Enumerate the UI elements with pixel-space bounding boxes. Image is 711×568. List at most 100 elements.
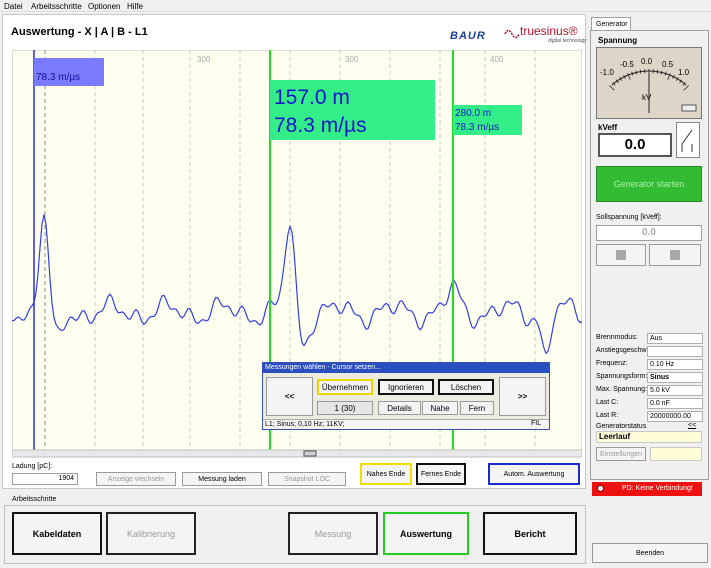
step-button[interactable]: Kalibrierung <box>106 512 196 555</box>
setpoint-input[interactable]: 0.0 <box>596 225 702 241</box>
meter-tick <box>615 79 619 84</box>
increase-button[interactable] <box>649 244 701 266</box>
logo-baur: BAUR <box>450 30 486 42</box>
charge-value: 1904 <box>12 473 78 485</box>
prev-button[interactable]: << <box>266 377 313 416</box>
voltage-meter: -1.0 -0.5 0.0 0.5 1.0 kV <box>596 47 702 119</box>
scrollbar[interactable] <box>12 449 582 458</box>
meter-tick <box>631 71 634 76</box>
info-label: Max. Spannung: <box>596 386 647 393</box>
info-label: Anstiegsgeschw: <box>596 347 649 354</box>
counter: 1 (30) <box>317 401 373 415</box>
near-button[interactable]: Nahe <box>422 401 458 415</box>
meter-scale: 0.0 <box>641 57 653 66</box>
dialog-status-flag: FIL <box>531 420 542 427</box>
decrease-button[interactable] <box>596 244 646 266</box>
meter-tick <box>672 74 675 79</box>
next-button[interactable]: >> <box>499 377 546 416</box>
generator-tab[interactable]: Generator <box>591 17 631 31</box>
dialog-status: L1; Sinus; 0,10 Hz; 11KV; <box>263 419 549 429</box>
status-label: Generatorstatus <box>596 423 647 430</box>
meter-scale: 0.5 <box>662 60 674 69</box>
far-button[interactable]: Fern <box>460 401 494 415</box>
meter-scale: -1.0 <box>600 68 614 77</box>
status-toggle[interactable]: << <box>688 422 697 429</box>
meter-tick <box>619 77 623 81</box>
meter-tick <box>627 73 631 80</box>
meter-tick <box>656 69 659 74</box>
logo-truesinus: truesinus® <box>520 24 578 38</box>
menu-item[interactable]: Datei <box>4 2 23 11</box>
far-end-button[interactable]: Fernes Ende <box>416 463 466 485</box>
menu-item[interactable]: Hilfe <box>127 2 144 11</box>
snapshot-button[interactable]: Snapshot LOC <box>268 472 346 486</box>
info-label: Last R: <box>596 412 619 419</box>
status-value: Leerlauf <box>596 431 702 443</box>
auto-eval-button[interactable]: Autom. Auswertung <box>488 463 580 485</box>
info-label: Brennmodus: <box>596 334 638 341</box>
kveff-display: 0.0 <box>598 133 672 157</box>
logo-tagline: digital technology <box>548 38 587 44</box>
charge-label: Ladung [pC]: <box>12 463 53 470</box>
meter-tick <box>664 71 667 76</box>
page-title: Auswertung - X | A | B - L1 <box>11 26 148 38</box>
info-value <box>647 346 703 357</box>
kveff-label: kVeff <box>598 123 618 132</box>
settings-button[interactable]: Einstellungen <box>596 447 646 461</box>
info-label: Spannungsform: <box>596 373 648 380</box>
meter-scale: -0.5 <box>620 60 634 69</box>
delete-button[interactable]: Löschen <box>438 379 494 395</box>
step-button[interactable]: Messung <box>288 512 378 555</box>
scroll-thumb[interactable] <box>303 450 317 457</box>
info-value: 20000000.00 <box>647 411 703 422</box>
meter-tick <box>679 79 683 84</box>
dialog-title: Messungen wählen - Cursor setzen... <box>263 363 549 373</box>
menu-item[interactable]: Optionen <box>88 2 121 11</box>
meter-tick <box>683 85 689 91</box>
meter-tick <box>635 70 638 75</box>
cursor-label-box <box>270 80 435 140</box>
meter-tick <box>623 74 626 79</box>
info-value: 0.10 Hz <box>647 359 703 370</box>
meter-tick <box>667 73 671 80</box>
meter-tick <box>612 82 616 86</box>
cursor-label: 157.0 m <box>274 86 350 109</box>
pd-indicator <box>597 485 604 492</box>
setpoint-label: Sollspannung [kVeff]: <box>596 214 662 221</box>
near-end-button[interactable]: Nahes Ende <box>360 463 412 485</box>
info-label: Last C: <box>596 399 619 406</box>
accept-button[interactable]: Übernehmen <box>317 379 373 395</box>
step-button[interactable]: Kabeldaten <box>12 512 102 555</box>
info-value: 0.0 nF <box>647 398 703 409</box>
start-generator-button[interactable]: Generator starten <box>596 166 702 202</box>
cursor-label: 78.3 m/µs <box>455 122 499 133</box>
step-button[interactable]: Bericht <box>483 512 577 555</box>
exit-button[interactable]: Beenden <box>592 543 708 563</box>
info-label: Frequenz: <box>596 360 628 367</box>
steps-label: Arbeitsschritte <box>10 496 59 503</box>
info-value: Sinus <box>647 372 703 383</box>
meter-unit: kV <box>642 93 652 102</box>
step-button[interactable]: Auswertung <box>383 512 469 555</box>
meter-tick <box>675 77 679 81</box>
cursor-label: 78.3 m/µs <box>36 72 80 83</box>
info-value: Aus <box>647 333 703 344</box>
menu-bar: Datei Arbeitsschritte Optionen Hilfe <box>0 0 711 12</box>
load-button[interactable]: Messung laden <box>182 472 262 486</box>
logo-wave <box>504 29 520 39</box>
meter-tick <box>609 85 615 91</box>
cursor-label-box <box>34 58 104 86</box>
axis-label: 400 <box>490 55 504 64</box>
voltage-label: Spannung <box>598 36 638 45</box>
ignore-button[interactable]: Ignorieren <box>378 379 434 395</box>
waveform <box>12 214 582 355</box>
meter-scale: 1.0 <box>678 68 690 77</box>
info-value: 5.0 kV <box>647 385 703 396</box>
button-icon <box>616 250 626 260</box>
meter-tick <box>660 70 663 75</box>
menu-item[interactable]: Arbeitsschritte <box>31 2 82 11</box>
details-button[interactable]: Details <box>378 401 421 415</box>
toggle-view-button[interactable]: Anzeige wechseln <box>96 472 176 486</box>
axis-label: 300 <box>197 55 211 64</box>
